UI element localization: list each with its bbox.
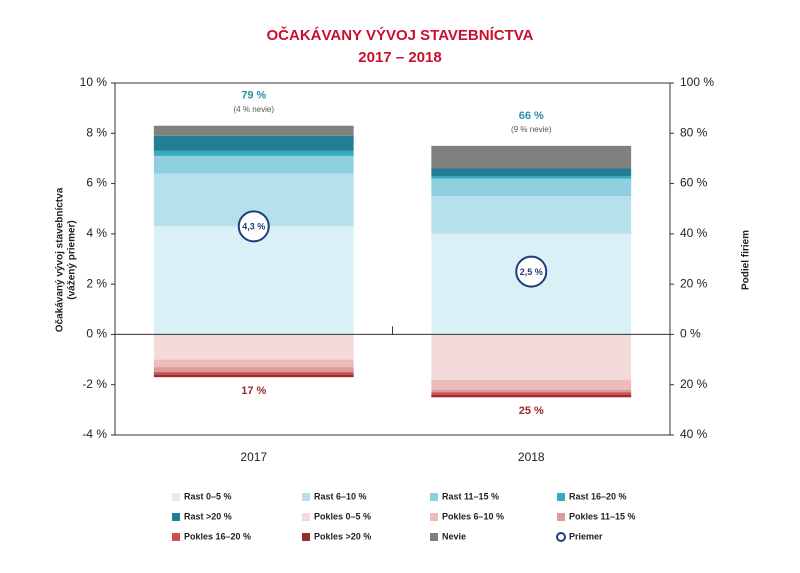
y-label-line: (vážený priemer)	[67, 220, 78, 299]
y2-tick-label: 40 %	[680, 226, 708, 240]
y2-tick-label: 80 %	[680, 125, 708, 139]
average-label: 4,3 %	[242, 222, 265, 232]
legend-swatch	[172, 513, 180, 521]
bar-nevie-label: (9 % nevie)	[511, 125, 552, 134]
legend-label: Rast 6–10 %	[314, 491, 367, 501]
y2-axis-label: Podiel firiem	[741, 230, 752, 290]
bar-segment	[153, 372, 354, 375]
legend-label: Pokles 16–20 %	[184, 531, 251, 541]
y-tick-label: -2 %	[82, 377, 107, 391]
legend-label: Rast 16–20 %	[569, 491, 627, 501]
y-axis-label: Očakávaný vývoj stavebníctva (vážený pri…	[55, 187, 78, 332]
bar-segment	[153, 155, 354, 174]
legend-label: Pokles >20 %	[314, 531, 371, 541]
legend-label: Nevie	[442, 531, 466, 541]
bar-segment	[153, 125, 354, 136]
bar-segment	[431, 145, 632, 169]
y2-tick-label: 0 %	[680, 327, 701, 341]
bar-total-label: 66 %	[519, 110, 544, 122]
y2-tick-label: 60 %	[680, 176, 708, 190]
bar-segment	[431, 178, 632, 197]
bar-segment	[153, 359, 354, 368]
bar-segment	[153, 135, 354, 151]
y-tick-label: 8 %	[86, 125, 107, 139]
bar-segment	[431, 196, 632, 234]
chart-title: OČAKÁVANY VÝVOJ STAVEBNÍCTVA	[267, 26, 534, 44]
bar-segment	[153, 334, 354, 360]
y2-tick-label: 40 %	[680, 427, 708, 441]
y-tick-label: 0 %	[86, 327, 107, 341]
bar-negative-label: 17 %	[241, 385, 266, 397]
legend-label: Rast 11–15 %	[442, 491, 499, 501]
bar-nevie-label: (4 % nevie)	[234, 105, 275, 114]
bar-segment	[431, 334, 632, 380]
legend-swatch	[302, 533, 310, 541]
plot-frame	[114, 82, 671, 436]
legend-swatch	[556, 532, 566, 542]
bar-segment	[431, 394, 632, 398]
legend-swatch	[430, 513, 438, 521]
bar-segment	[431, 379, 632, 390]
legend-label: Rast 0–5 %	[184, 491, 232, 501]
y-tick-label: 6 %	[86, 176, 107, 190]
bar-segment	[431, 176, 632, 179]
y-tick-label: -4 %	[82, 427, 107, 441]
legend-swatch	[302, 513, 310, 521]
chart-subtitle: 2017 – 2018	[358, 49, 441, 66]
legend-swatch	[557, 513, 565, 521]
y-tick-label: 2 %	[86, 276, 107, 290]
legend-swatch	[557, 493, 565, 501]
bar-segment	[431, 392, 632, 395]
y-tick-label: 10 %	[80, 75, 108, 89]
legend-swatch	[430, 533, 438, 541]
legend-label: Priemer	[569, 531, 603, 541]
average-marker	[237, 210, 270, 243]
legend-swatch	[302, 493, 310, 501]
bar-segment	[431, 389, 632, 393]
legend-label: Pokles 0–5 %	[314, 511, 371, 521]
bar-negative-label: 25 %	[519, 405, 544, 417]
bar-segment	[153, 374, 354, 378]
legend-swatch	[430, 493, 438, 501]
legend-swatch	[172, 533, 180, 541]
y-tick-label: 4 %	[86, 226, 107, 240]
y-label-line: Očakávaný vývoj stavebníctva	[55, 187, 66, 332]
x-tick-label: 2017	[240, 450, 267, 464]
legend-swatch	[172, 493, 180, 501]
y2-tick-label: 20 %	[680, 377, 708, 391]
legend-label: Rast >20 %	[184, 511, 232, 521]
x-tick-label: 2018	[518, 450, 545, 464]
average-marker	[515, 255, 548, 288]
bar-segment	[153, 367, 354, 373]
average-label: 2,5 %	[520, 267, 543, 277]
bar-segment	[153, 150, 354, 156]
bar-total-label: 79 %	[241, 90, 266, 102]
y2-tick-label: 100 %	[680, 75, 714, 89]
legend-label: Pokles 6–10 %	[442, 511, 504, 521]
y2-tick-label: 20 %	[680, 276, 708, 290]
bar-segment	[431, 168, 632, 177]
legend-label: Pokles 11–15 %	[569, 511, 636, 521]
bar-segment	[153, 226, 354, 335]
